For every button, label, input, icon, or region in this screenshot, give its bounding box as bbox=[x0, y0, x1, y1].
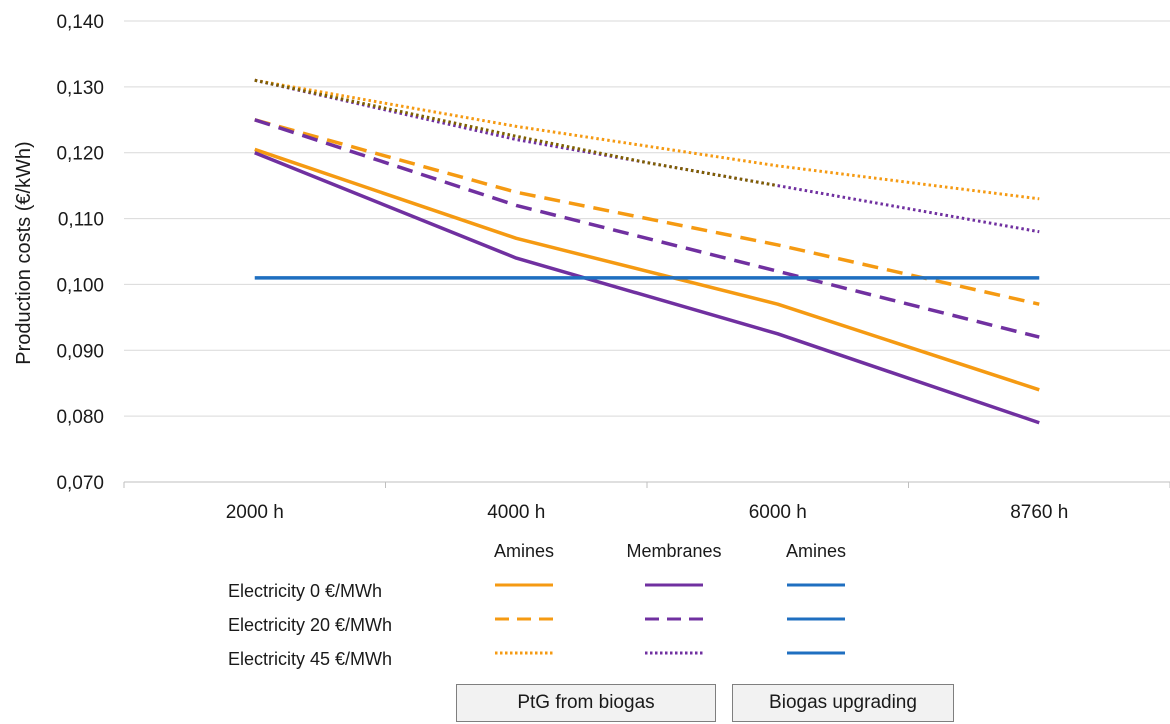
legend-row-label: Electricity 20 €/MWh bbox=[228, 615, 392, 635]
series-line-amines-dotted bbox=[254, 78, 1040, 201]
series-line-amines-dashed bbox=[254, 118, 1040, 306]
series-line-membranes-dashed bbox=[254, 118, 1040, 339]
y-tick-labels: 0,070 0,080 0,090 0,100 0,110 0,120 0,130 0,140 bbox=[56, 12, 104, 494]
x-tick-label: 4000 h bbox=[487, 502, 545, 523]
y-tick-label: 0,140 bbox=[56, 12, 104, 33]
series-line-membranes-solid bbox=[254, 151, 1040, 425]
y-tick-label: 0,120 bbox=[56, 144, 104, 165]
legend-group-ptg-box: PtG from biogas bbox=[456, 684, 716, 722]
legend-group-upgrading-box: Biogas upgrading bbox=[732, 684, 954, 722]
legend-row-label: Electricity 45 €/MWh bbox=[228, 649, 392, 669]
y-tick-label: 0,100 bbox=[56, 275, 104, 296]
y-axis-title: Production costs (€/kWh) bbox=[13, 141, 35, 364]
series-line-overlap-dotted bbox=[254, 78, 779, 188]
x-tick-label: 8760 h bbox=[1010, 502, 1068, 523]
y-tick-label: 0,110 bbox=[58, 210, 104, 231]
series-line-amines-solid bbox=[254, 147, 1040, 392]
y-tick-label: 0,080 bbox=[56, 407, 104, 428]
y-tick-label: 0,130 bbox=[56, 78, 104, 99]
x-tick-label: 2000 h bbox=[226, 502, 284, 523]
y-tick-label: 0,070 bbox=[56, 473, 104, 494]
series-lines bbox=[254, 78, 1040, 425]
legend-column-header: Membranes bbox=[626, 541, 721, 561]
legend-column-header: Amines bbox=[786, 541, 846, 561]
series-line-membranes-dotted bbox=[254, 78, 1040, 234]
legend-column-header: Amines bbox=[494, 541, 554, 561]
x-tick-label: 6000 h bbox=[749, 502, 807, 523]
gridlines bbox=[123, 20, 1170, 488]
x-tick-labels: 2000 h 4000 h 6000 h 8760 h bbox=[226, 502, 1069, 523]
legend-row-label: Electricity 0 €/MWh bbox=[228, 581, 382, 601]
y-tick-label: 0,090 bbox=[56, 341, 104, 362]
legend: Amines Membranes Amines Electricity 0 €/MWh… bbox=[228, 541, 846, 669]
